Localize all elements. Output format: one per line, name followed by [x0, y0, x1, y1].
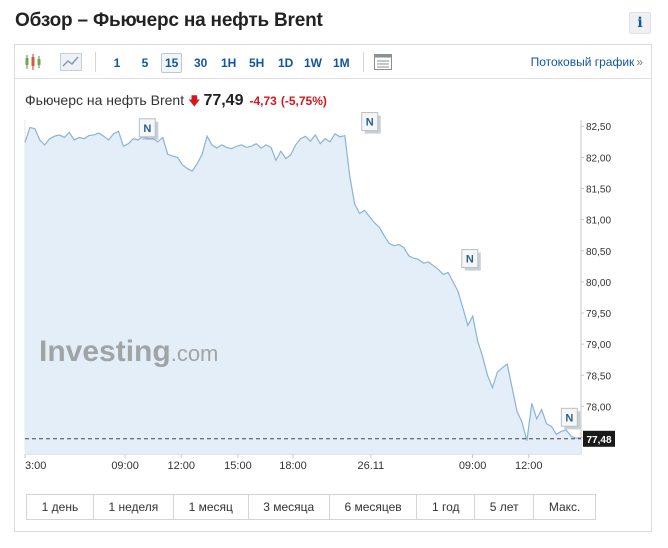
y-tick-label: 81,00: [586, 216, 611, 227]
range-1-day[interactable]: 1 день: [27, 495, 94, 519]
y-tick-label: 78,00: [586, 402, 611, 413]
interval-1w[interactable]: 1W: [304, 56, 322, 70]
news-marker[interactable]: N: [138, 118, 159, 140]
last-price-badge-bg: [583, 430, 615, 447]
y-tick-label: 82,00: [586, 153, 611, 164]
watermark-suffix: .com: [171, 341, 219, 366]
info-button[interactable]: i: [629, 12, 651, 34]
interval-15[interactable]: 15: [161, 53, 183, 73]
x-tick-label: 12:00: [515, 460, 543, 472]
x-tick-label: 3:00: [25, 460, 46, 472]
range-6-months[interactable]: 6 месяцев: [330, 495, 418, 519]
price-line: [24, 126, 582, 441]
interval-1h[interactable]: 1H: [221, 56, 237, 70]
x-tick-label: 12:00: [167, 460, 195, 472]
price-change: -4,73: [249, 94, 277, 108]
range-3-months[interactable]: 3 месяца: [249, 495, 330, 519]
chart-widget: 1 5 15 30 1H 5H 1D 1W 1M Потоковый графи…: [14, 44, 652, 532]
news-marker-box: [461, 249, 479, 269]
price-change-percent: (-5,75%): [280, 94, 327, 108]
toolbar-divider: [95, 52, 96, 72]
last-price-badge: 77,48: [583, 430, 615, 447]
range-1-month[interactable]: 1 месяц: [174, 495, 249, 519]
down-arrow-icon: 🡇: [188, 94, 201, 108]
line-chart-icon[interactable]: [60, 52, 82, 72]
price-area-fill: [25, 127, 581, 454]
toolbar-divider: [363, 52, 364, 72]
range-1-week[interactable]: 1 неделя: [94, 495, 174, 519]
news-marker-box: [560, 407, 578, 427]
interval-30[interactable]: 30: [194, 56, 208, 70]
chart-toolbar: 1 5 15 30 1H 5H 1D 1W 1M Потоковый графи…: [15, 45, 651, 79]
news-marker-label: N: [466, 254, 474, 266]
news-marker[interactable]: N: [361, 112, 381, 134]
interval-1[interactable]: 1: [113, 56, 121, 70]
x-tick-label: 26.11: [357, 460, 384, 472]
y-tick-label: 80,00: [586, 278, 611, 289]
stream-chart-label: Потоковый график: [530, 55, 635, 69]
news-marker-label: N: [366, 117, 374, 129]
instrument-name: Фьючерс на нефть Brent: [25, 92, 185, 108]
news-marker-box: [138, 118, 156, 138]
x-tick-label: 18:00: [279, 460, 307, 472]
interval-1m[interactable]: 1M: [333, 56, 350, 70]
investing-watermark: Investing.com: [39, 335, 218, 368]
y-tick-label: 79,00: [586, 340, 611, 351]
price-chart[interactable]: Investing.com 82,50 82,00 81,50 81,00 80,50 80…: [15, 45, 653, 485]
y-tick-label: 82,50: [586, 122, 611, 133]
candlestick-icon[interactable]: [24, 52, 42, 72]
last-price: 77,49: [203, 92, 244, 109]
y-tick-label: 81,50: [586, 184, 611, 195]
x-tick-label: 09:00: [111, 460, 139, 472]
news-marker-box: [361, 112, 379, 132]
news-marker[interactable]: N: [560, 407, 581, 430]
y-tick-label: 79,50: [586, 309, 611, 320]
quote-line: Фьючерс на нефть Brent 🡇 77,49 -4,73 (-5,75%…: [25, 92, 327, 113]
y-tick-label: 80,50: [586, 247, 611, 258]
news-marker[interactable]: N: [461, 249, 481, 271]
chevron-right-icon: »: [636, 55, 643, 69]
range-5-years[interactable]: 5 лет: [475, 495, 535, 519]
watermark-brand: Investing: [39, 335, 171, 368]
news-marker-label: N: [143, 123, 151, 135]
x-tick-label: 15:00: [224, 460, 252, 472]
interval-1d[interactable]: 1D: [278, 56, 294, 70]
y-tick-label: 78,50: [586, 371, 611, 382]
page-title: Обзор – Фьючерс на нефть Brent: [15, 10, 323, 31]
interval-5[interactable]: 5: [141, 56, 149, 70]
range-1-year[interactable]: 1 год: [417, 495, 476, 519]
stream-chart-link[interactable]: Потоковый график»: [531, 55, 643, 69]
x-tick-label: 09:00: [459, 460, 487, 472]
time-range-bar: 1 день 1 неделя 1 месяц 3 месяца 6 месяц…: [26, 494, 596, 520]
news-marker-label: N: [565, 412, 573, 424]
interval-5h[interactable]: 5H: [249, 56, 265, 70]
last-price-badge-label: 77,48: [586, 435, 611, 446]
table-icon[interactable]: [373, 52, 393, 72]
range-max[interactable]: Макс.: [548, 500, 581, 514]
